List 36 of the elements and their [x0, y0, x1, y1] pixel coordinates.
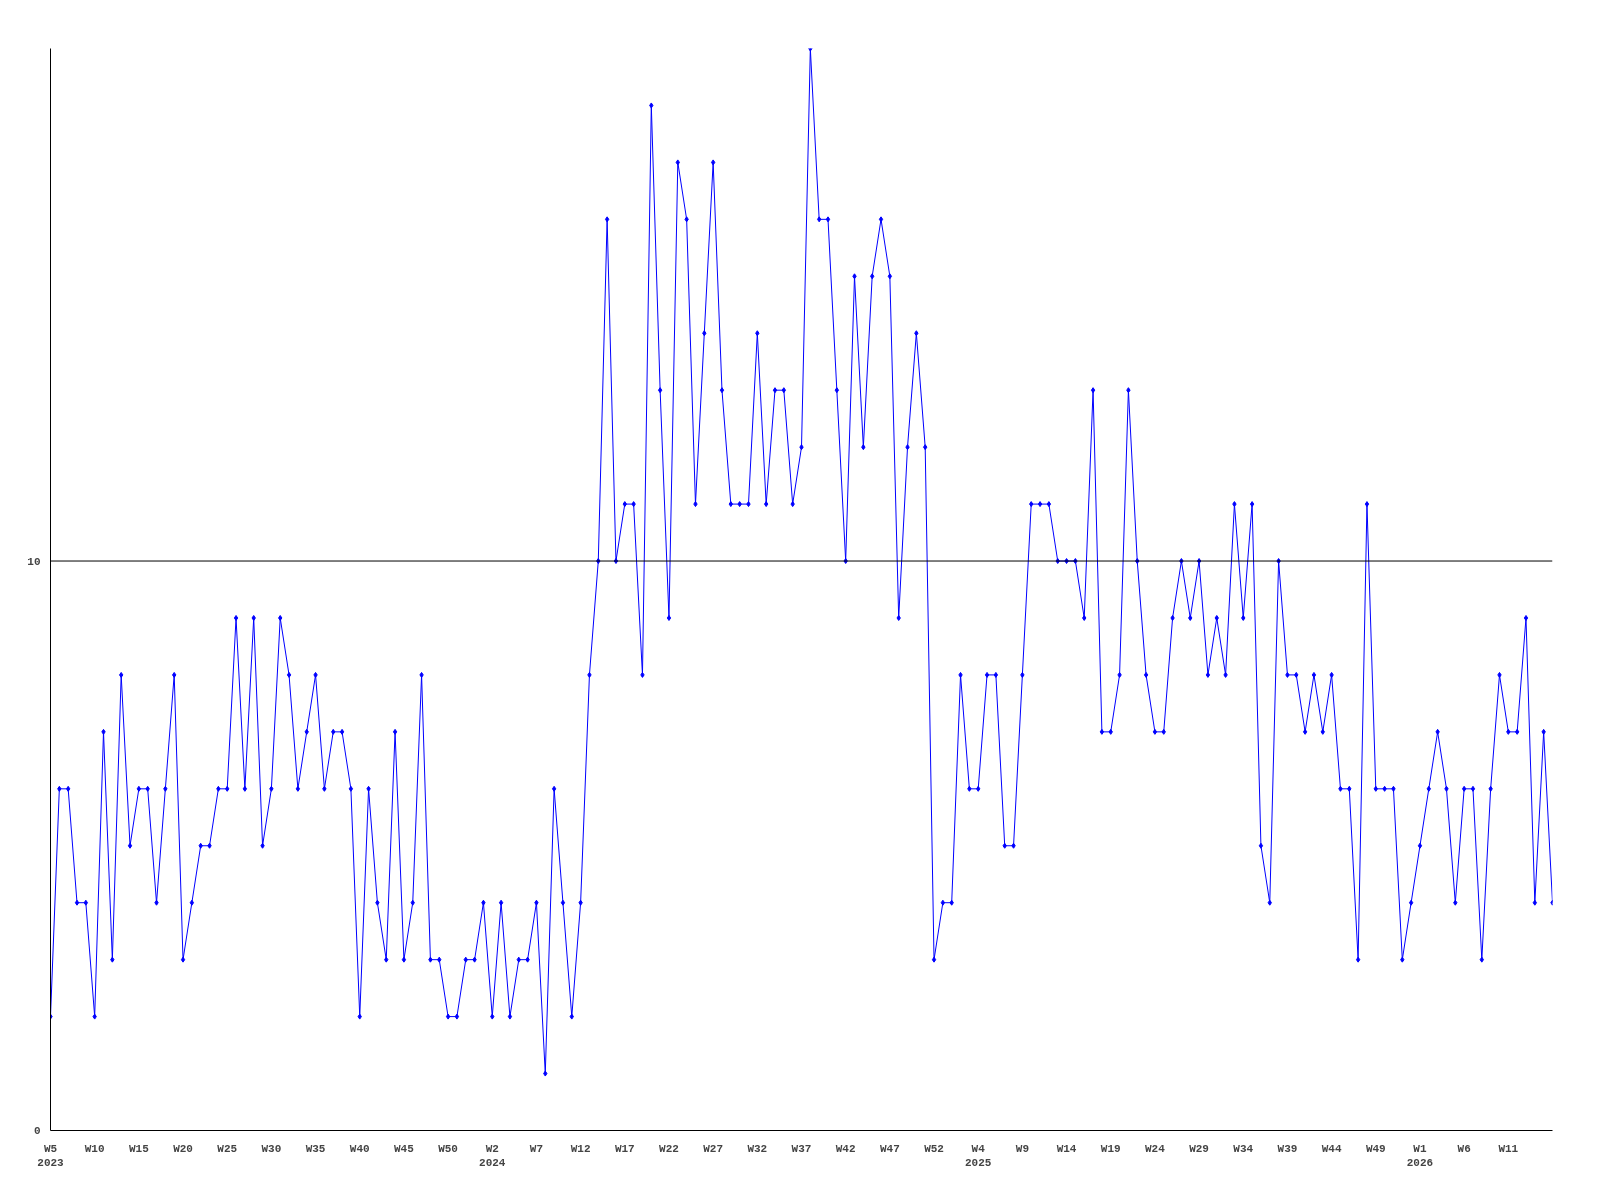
x-tick-label: W2 2024 [479, 1142, 506, 1169]
x-tick-label: W45 [394, 1142, 415, 1155]
y-tick-label: 10 [27, 555, 41, 568]
x-tick-label: W29 [1189, 1142, 1209, 1155]
x-tick-label: W6 [1457, 1142, 1471, 1155]
x-tick-label: W7 [529, 1142, 544, 1155]
x-tick-label: W49 [1365, 1142, 1386, 1155]
x-tick-label: W37 [791, 1142, 812, 1155]
x-tick-label: W14 [1056, 1142, 1077, 1155]
x-tick-label: W20 [173, 1142, 193, 1155]
x-tick-label: W42 [835, 1142, 856, 1155]
x-tick-label: W11 [1498, 1142, 1519, 1155]
x-tick-label: W34 [1233, 1142, 1254, 1155]
y-tick-label: 0 [33, 1125, 41, 1137]
x-tick-label: W5 2023 [37, 1142, 65, 1169]
x-tick-label: W9 [1015, 1142, 1029, 1155]
x-tick-label: W12 [570, 1142, 591, 1155]
x-tick-label: W19 [1100, 1142, 1121, 1155]
x-tick-label: W50 [438, 1142, 458, 1155]
x-tick-label: W22 [659, 1142, 679, 1155]
x-tick-label: W32 [747, 1142, 768, 1155]
x-tick-label: W30 [261, 1142, 282, 1155]
x-tick-label: W27 [703, 1142, 724, 1155]
x-tick-label: W44 [1321, 1142, 1342, 1155]
x-tick-label: W1 2026 [1406, 1142, 1434, 1169]
x-tick-label: W24 [1145, 1142, 1166, 1155]
x-tick-label: W25 [217, 1142, 238, 1155]
x-tick-label: W39 [1277, 1142, 1298, 1155]
x-tick-label: W10 [84, 1142, 105, 1155]
x-tick-label: W17 [614, 1142, 635, 1155]
x-tick-label: W47 [879, 1142, 900, 1155]
x-tick-label: W4 2025 [965, 1142, 992, 1169]
x-tick-label: W40 [349, 1142, 370, 1155]
x-tick-label: W15 [128, 1142, 150, 1155]
x-tick-label: W35 [305, 1142, 326, 1155]
x-tick-label: W52 [924, 1142, 944, 1155]
